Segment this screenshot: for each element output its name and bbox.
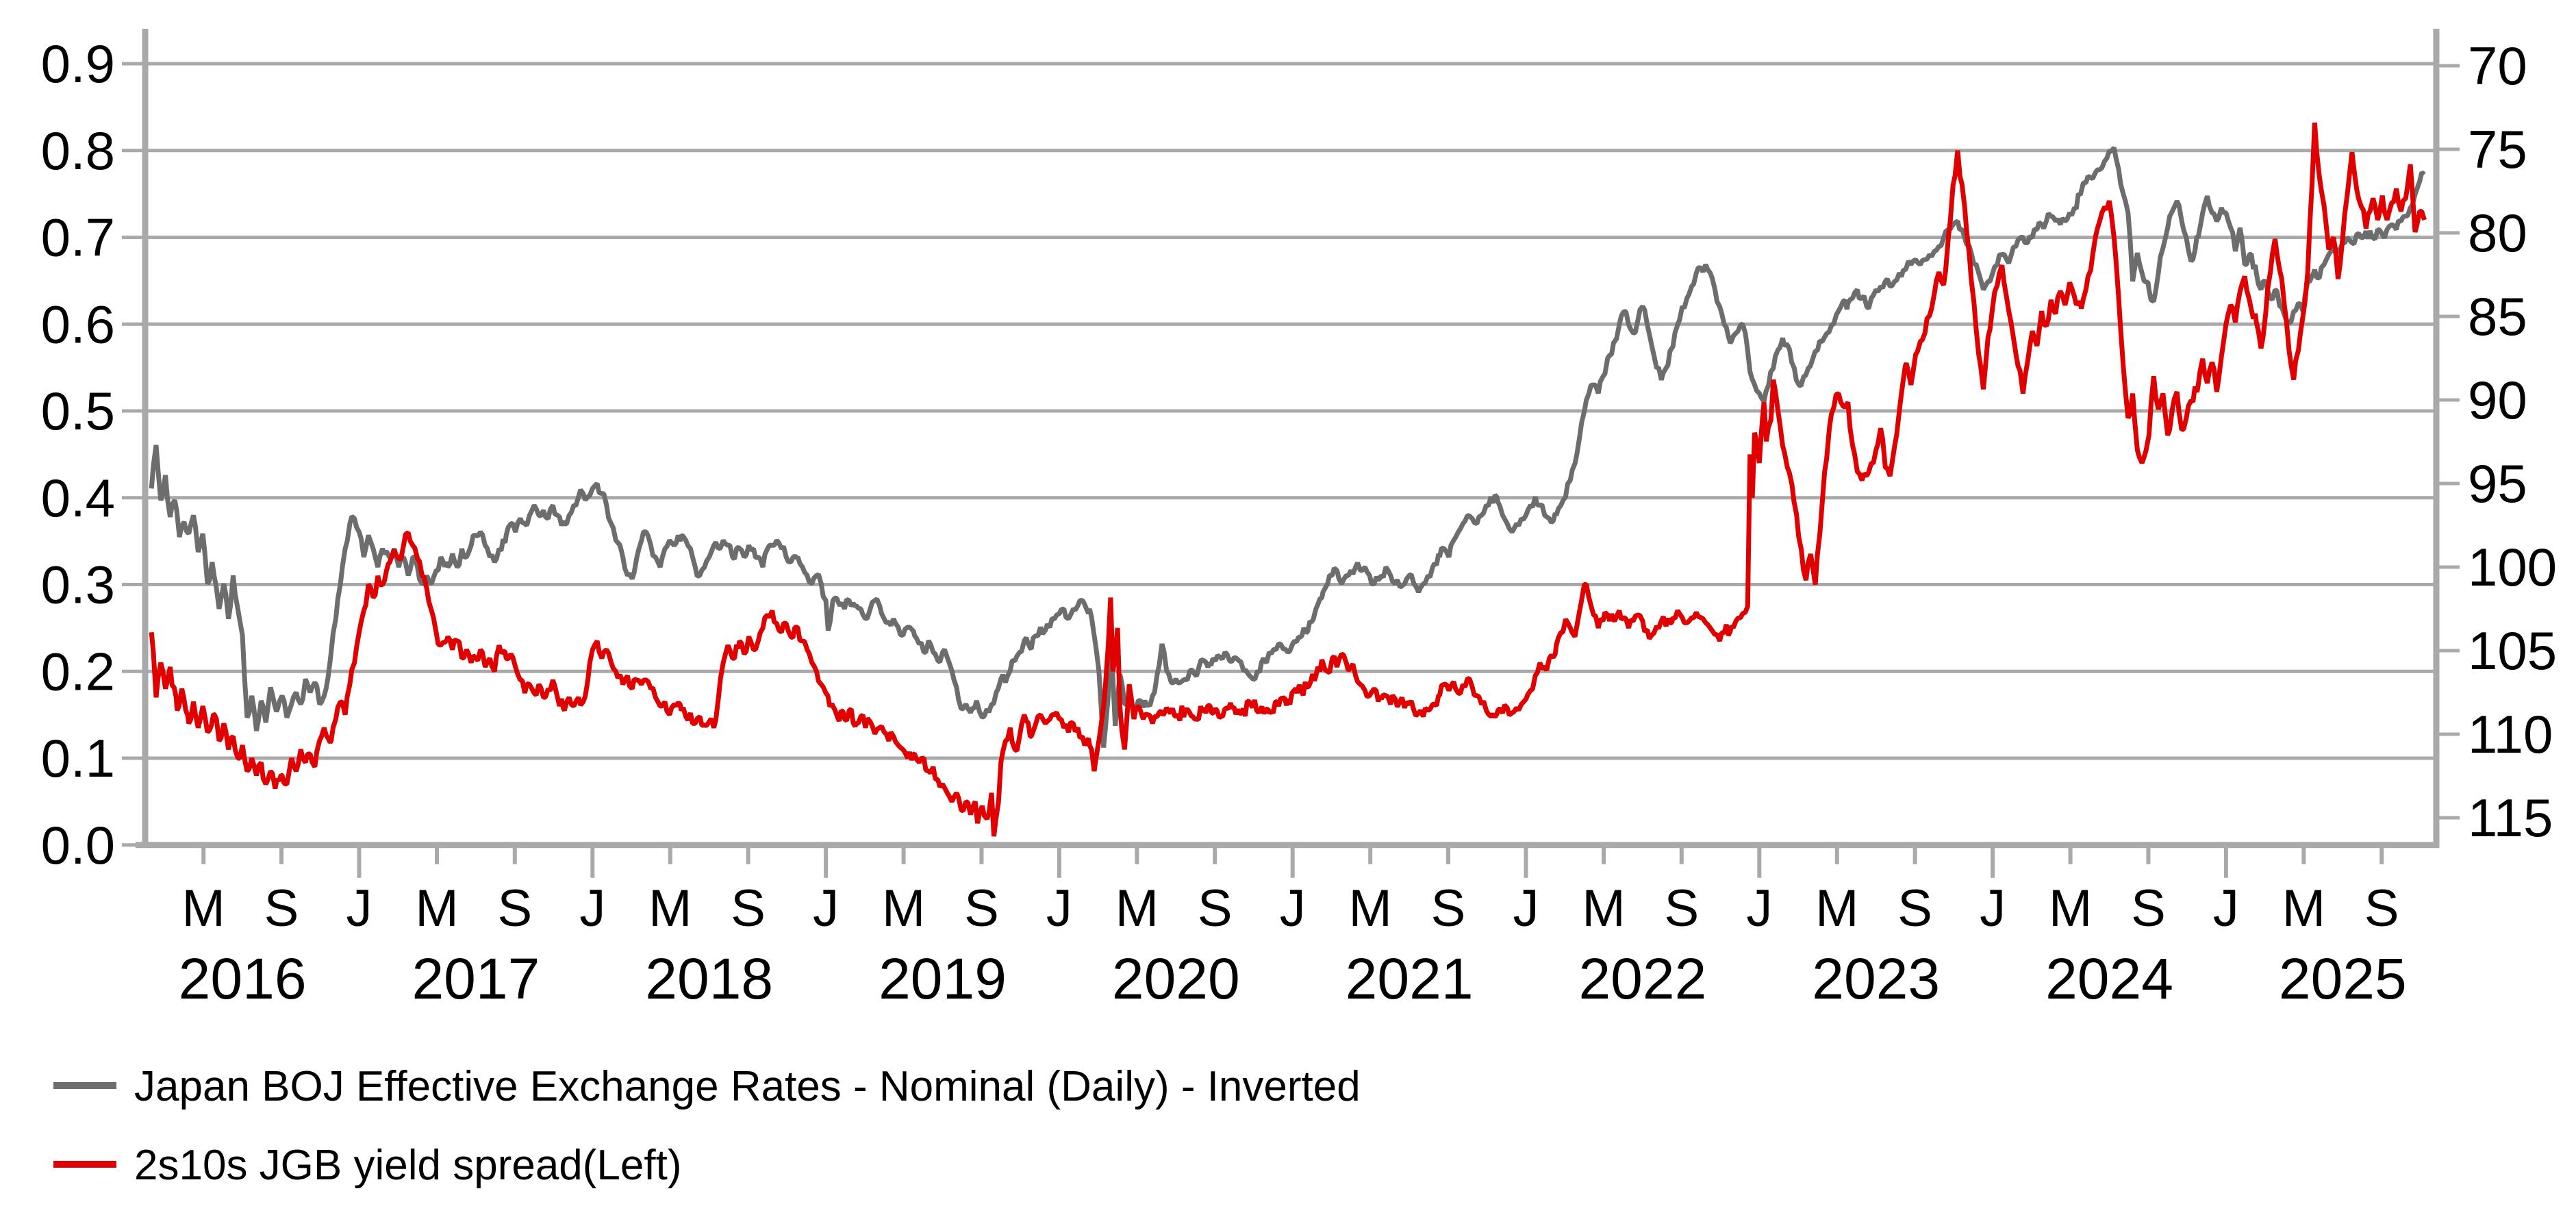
month-label: J <box>813 879 839 938</box>
month-label: M <box>182 879 225 938</box>
left-axis-label: 0.6 <box>41 294 115 354</box>
gridlines <box>145 62 2436 847</box>
month-label: J <box>1046 879 1072 938</box>
year-label: 2019 <box>879 947 1007 1011</box>
right-axis-label: 85 <box>2468 286 2527 347</box>
month-label: S <box>731 879 766 938</box>
right-axis-label: 90 <box>2468 370 2527 430</box>
month-label: M <box>648 879 692 938</box>
left-axis-label: 0.0 <box>41 815 115 875</box>
left-axis-label: 0.8 <box>41 121 115 181</box>
right-axis-label: 115 <box>2468 788 2553 848</box>
left-axis-label: 0.7 <box>41 208 115 268</box>
month-label: S <box>497 879 532 938</box>
series-line-jgb-2s10s-spread <box>149 122 2427 837</box>
right-axis-label: 110 <box>2468 704 2553 764</box>
axes <box>136 29 2440 849</box>
month-label: J <box>1746 879 1772 938</box>
right-axis-label: 100 <box>2468 537 2557 597</box>
axis-labels: 0.0 0.1 0.2 0.3 0.4 0.5 0.6 0.7 0.8 0.9 70 75 80 85 90… <box>41 34 2558 1011</box>
left-axis-label: 0.9 <box>41 34 115 94</box>
left-axis-label: 0.3 <box>41 555 115 615</box>
left-axis-label: 0.4 <box>41 468 115 528</box>
left-axis-label: 0.5 <box>41 381 115 441</box>
axis-ticks <box>122 62 2460 878</box>
month-label: S <box>1664 879 1699 938</box>
month-label: M <box>1349 879 1392 938</box>
year-label: 2021 <box>1346 947 1474 1011</box>
left-axis-label: 0.2 <box>41 641 115 701</box>
month-label: S <box>1431 879 1466 938</box>
month-label: J <box>579 879 605 938</box>
month-label: M <box>2282 879 2325 938</box>
left-axis-label: 0.1 <box>41 728 115 788</box>
month-label: S <box>1897 879 1932 938</box>
data-series <box>149 122 2427 837</box>
month-label: M <box>882 879 925 938</box>
month-label: M <box>415 879 458 938</box>
right-axis-label: 105 <box>2468 621 2557 681</box>
year-label: 2023 <box>1812 947 1940 1011</box>
month-label: M <box>1582 879 1625 938</box>
month-label: J <box>1980 879 2006 938</box>
month-label: J <box>2213 879 2239 938</box>
year-label: 2018 <box>645 947 773 1011</box>
right-axis-label: 70 <box>2468 36 2527 96</box>
right-axis-label: 75 <box>2468 119 2527 179</box>
month-label: M <box>1815 879 1858 938</box>
month-label: S <box>964 879 999 938</box>
right-axis-label: 80 <box>2468 203 2527 263</box>
year-label: 2020 <box>1112 947 1240 1011</box>
year-label: 2022 <box>1578 947 1706 1011</box>
series-line-boj-effective-rate <box>149 146 2426 748</box>
year-label: 2024 <box>2045 947 2173 1011</box>
month-label: M <box>2049 879 2092 938</box>
legend: Japan BOJ Effective Exchange Rates - Nom… <box>53 1063 1361 1189</box>
month-label: J <box>346 879 372 938</box>
legend-label-boj: Japan BOJ Effective Exchange Rates - Nom… <box>134 1063 1361 1110</box>
month-label: M <box>1115 879 1159 938</box>
year-label: 2025 <box>2279 947 2407 1011</box>
month-label: J <box>1513 879 1539 938</box>
month-label: S <box>264 879 299 938</box>
month-label: S <box>1198 879 1233 938</box>
month-label: S <box>2364 879 2399 938</box>
right-axis-label: 95 <box>2468 453 2527 514</box>
month-label: J <box>1280 879 1306 938</box>
year-label: 2017 <box>412 947 540 1011</box>
year-label: 2016 <box>179 947 307 1011</box>
legend-label-spread: 2s10s JGB yield spread(Left) <box>134 1142 682 1189</box>
month-label: S <box>2131 879 2166 938</box>
